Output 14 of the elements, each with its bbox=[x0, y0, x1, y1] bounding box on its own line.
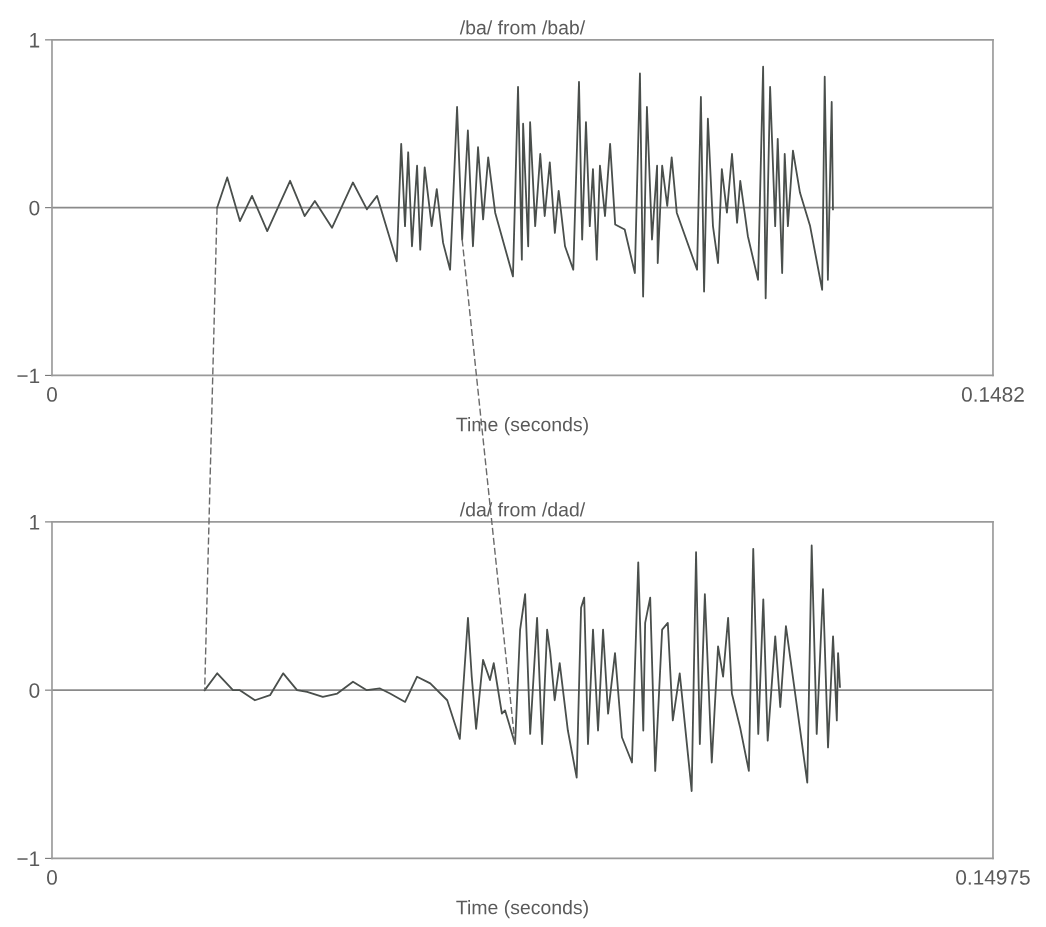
y-tick-label: −1 bbox=[17, 368, 40, 383]
line-series bbox=[216, 65, 834, 300]
x-tick-label: 0.1482 bbox=[961, 387, 1024, 402]
x-axis-title: Time (seconds) bbox=[456, 417, 588, 436]
y-tick-label: −1 bbox=[17, 851, 40, 866]
chart-title: /da/ from /dad/ bbox=[459, 502, 586, 517]
y-tick-label: 0 bbox=[29, 683, 40, 698]
chart-title: /ba/ from /bab/ bbox=[459, 20, 586, 35]
y-tick-label: 0 bbox=[29, 200, 40, 216]
x-tick-label: 0.14975 bbox=[956, 870, 1030, 885]
y-tick-label: 1 bbox=[30, 33, 40, 48]
y-tick-label: 1 bbox=[30, 515, 40, 530]
x-axis-title: Time (seconds) bbox=[456, 900, 588, 919]
line-series bbox=[203, 544, 841, 793]
